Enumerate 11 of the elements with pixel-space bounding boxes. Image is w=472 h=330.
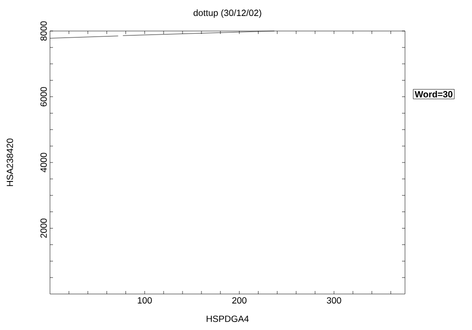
x-tick-label: 200	[232, 297, 246, 304]
text: Word=30	[414, 90, 452, 98]
x-tick-label: 100	[138, 297, 152, 304]
y-axis-title: HSA238420	[6, 138, 14, 186]
y-tick-label: 4000	[40, 152, 47, 172]
x-tick-label: 300	[326, 297, 342, 304]
chart-title: dottup (30/12/02)	[194, 9, 262, 18]
y-tick-label: 2000	[40, 218, 47, 238]
x-axis-title: HSPDGA4	[206, 316, 249, 322]
y-tick-label: 6000	[40, 87, 47, 106]
y-tick-label: 8000	[40, 21, 47, 41]
